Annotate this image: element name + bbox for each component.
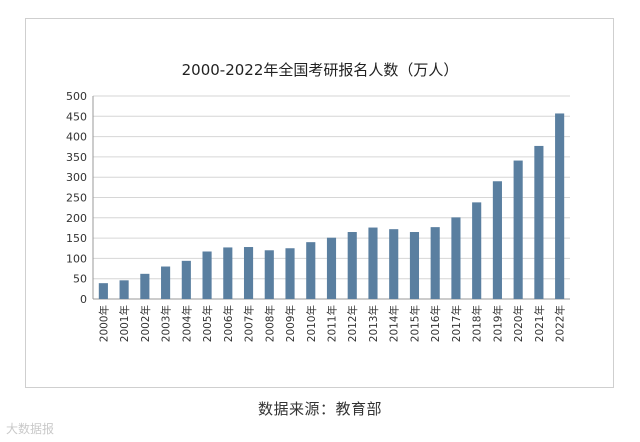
y-tick-label: 0	[80, 293, 87, 306]
bar	[347, 232, 357, 299]
bar	[223, 247, 233, 299]
x-tick-label: 2020年	[512, 305, 525, 342]
x-tick-label: 2000年	[97, 305, 110, 342]
bar	[534, 145, 544, 299]
bar	[492, 181, 502, 299]
bar	[98, 283, 108, 299]
bar	[555, 113, 565, 299]
bar	[409, 232, 420, 299]
bar	[430, 227, 440, 299]
watermark: 大数据报	[6, 422, 55, 436]
x-tick-label: 2015年	[408, 305, 421, 342]
x-tick-label: 2014年	[388, 305, 401, 342]
chart-title: 2000-2022年全国考研报名人数（万人）	[182, 61, 459, 79]
bar	[326, 237, 337, 299]
bar	[472, 202, 482, 299]
bar	[513, 160, 523, 299]
x-tick-label: 2008年	[263, 305, 276, 342]
bar	[264, 250, 274, 299]
x-tick-label: 2003年	[160, 305, 173, 342]
bar	[306, 242, 316, 299]
bar	[368, 227, 378, 299]
x-tick-label: 2012年	[346, 305, 359, 342]
y-tick-label: 200	[66, 212, 87, 225]
x-tick-label: 2021年	[533, 305, 546, 342]
y-tick-label: 50	[73, 273, 87, 286]
bar	[119, 280, 129, 299]
x-tick-label: 2002年	[139, 305, 152, 342]
x-tick-label: 2007年	[243, 305, 256, 342]
source-note: 数据来源：教育部	[257, 400, 382, 418]
y-tick-label: 500	[66, 90, 87, 103]
x-tick-label: 2010年	[305, 305, 318, 342]
y-tick-label: 100	[66, 252, 87, 265]
bar	[181, 260, 191, 299]
x-tick-label: 2018年	[471, 305, 484, 342]
x-tick-label: 2017年	[450, 305, 463, 342]
bar	[389, 229, 399, 299]
x-tick-label: 2011年	[326, 305, 339, 342]
x-tick-label: 2001年	[118, 305, 131, 342]
y-tick-label: 300	[66, 171, 87, 184]
x-tick-label: 2022年	[554, 305, 567, 342]
bar	[451, 217, 461, 299]
x-tick-label: 2009年	[284, 305, 297, 342]
x-tick-label: 2004年	[180, 305, 193, 342]
y-tick-label: 450	[66, 110, 87, 123]
bar	[140, 273, 150, 299]
x-tick-label: 2006年	[222, 305, 235, 342]
x-tick-label: 2013年	[367, 305, 380, 342]
y-tick-label: 150	[66, 232, 87, 245]
y-tick-label: 250	[66, 192, 87, 205]
x-tick-label: 2005年	[201, 305, 214, 342]
y-tick-label: 350	[66, 151, 87, 164]
x-tick-label: 2019年	[491, 305, 504, 342]
x-tick-label: 2016年	[429, 305, 442, 342]
bar	[243, 247, 254, 299]
bar	[161, 266, 171, 299]
y-tick-label: 400	[66, 131, 87, 144]
bar	[285, 248, 295, 299]
bar	[202, 251, 212, 299]
